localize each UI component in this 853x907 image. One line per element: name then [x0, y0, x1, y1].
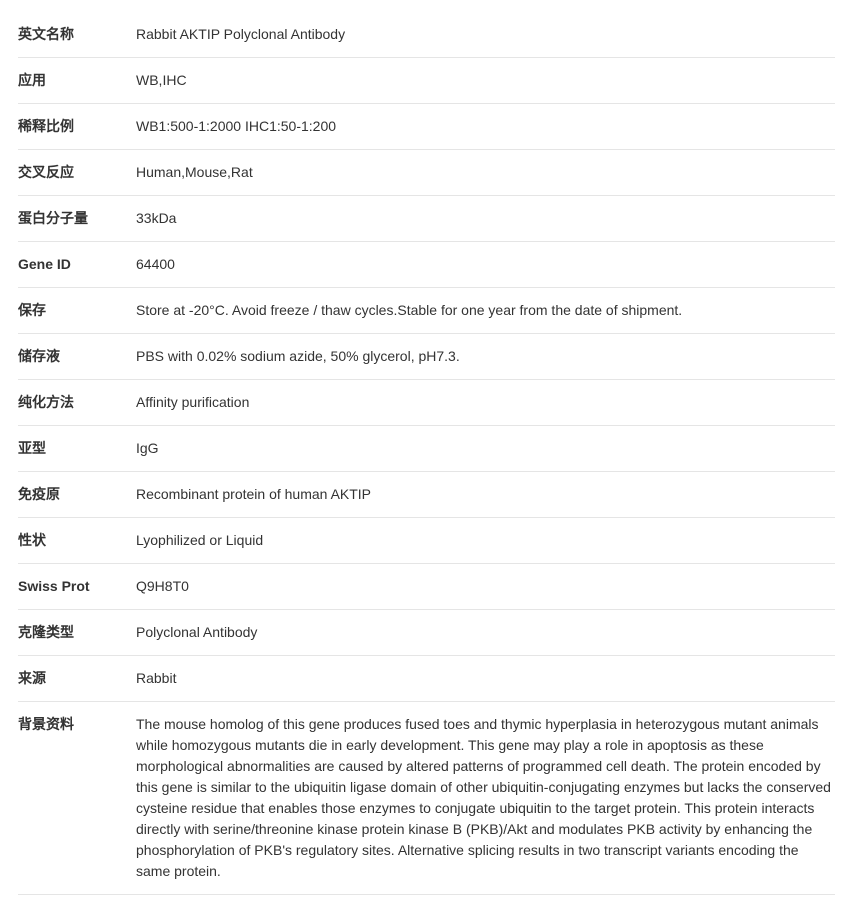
table-row: 亚型IgG	[18, 426, 835, 472]
row-value: PBS with 0.02% sodium azide, 50% glycero…	[136, 334, 835, 380]
row-value: WB,IHC	[136, 58, 835, 104]
table-row: Gene ID64400	[18, 242, 835, 288]
table-row: 蛋白分子量33kDa	[18, 196, 835, 242]
table-row: 背景资料The mouse homolog of this gene produ…	[18, 702, 835, 895]
row-label: 性状	[18, 518, 136, 564]
table-row: 纯化方法Affinity purification	[18, 380, 835, 426]
row-value: Rabbit	[136, 656, 835, 702]
row-label: Gene ID	[18, 242, 136, 288]
row-label: 纯化方法	[18, 380, 136, 426]
row-value: Q9H8T0	[136, 564, 835, 610]
row-value: IgG	[136, 426, 835, 472]
row-value: Recombinant protein of human AKTIP	[136, 472, 835, 518]
row-label: 交叉反应	[18, 150, 136, 196]
row-value: Human,Mouse,Rat	[136, 150, 835, 196]
table-row: 储存液PBS with 0.02% sodium azide, 50% glyc…	[18, 334, 835, 380]
row-value: The mouse homolog of this gene produces …	[136, 702, 835, 895]
table-row: 来源Rabbit	[18, 656, 835, 702]
table-row: 交叉反应Human,Mouse,Rat	[18, 150, 835, 196]
spec-table-body: 英文名称Rabbit AKTIP Polyclonal Antibody应用WB…	[18, 12, 835, 895]
row-label: 来源	[18, 656, 136, 702]
row-label: 克隆类型	[18, 610, 136, 656]
table-row: 英文名称Rabbit AKTIP Polyclonal Antibody	[18, 12, 835, 58]
row-label: 蛋白分子量	[18, 196, 136, 242]
table-row: 克隆类型Polyclonal Antibody	[18, 610, 835, 656]
row-label: Swiss Prot	[18, 564, 136, 610]
row-value: Polyclonal Antibody	[136, 610, 835, 656]
table-row: 保存Store at -20°C. Avoid freeze / thaw cy…	[18, 288, 835, 334]
row-label: 保存	[18, 288, 136, 334]
row-label: 英文名称	[18, 12, 136, 58]
row-value: 33kDa	[136, 196, 835, 242]
table-row: 稀释比例WB1:500-1:2000 IHC1:50-1:200	[18, 104, 835, 150]
row-value: Affinity purification	[136, 380, 835, 426]
row-value: Store at -20°C. Avoid freeze / thaw cycl…	[136, 288, 835, 334]
row-value: 64400	[136, 242, 835, 288]
row-label: 稀释比例	[18, 104, 136, 150]
table-row: 免疫原Recombinant protein of human AKTIP	[18, 472, 835, 518]
row-label: 背景资料	[18, 702, 136, 895]
row-value: WB1:500-1:2000 IHC1:50-1:200	[136, 104, 835, 150]
row-label: 免疫原	[18, 472, 136, 518]
row-label: 储存液	[18, 334, 136, 380]
row-label: 应用	[18, 58, 136, 104]
table-row: 应用WB,IHC	[18, 58, 835, 104]
row-value: Lyophilized or Liquid	[136, 518, 835, 564]
table-row: Swiss ProtQ9H8T0	[18, 564, 835, 610]
spec-table: 英文名称Rabbit AKTIP Polyclonal Antibody应用WB…	[18, 12, 835, 895]
table-row: 性状Lyophilized or Liquid	[18, 518, 835, 564]
row-label: 亚型	[18, 426, 136, 472]
row-value: Rabbit AKTIP Polyclonal Antibody	[136, 12, 835, 58]
